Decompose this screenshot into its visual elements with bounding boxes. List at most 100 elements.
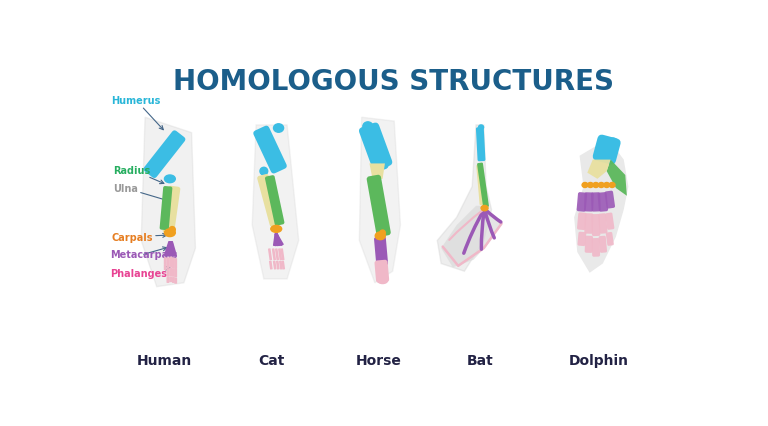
Polygon shape	[607, 160, 627, 196]
Ellipse shape	[271, 226, 282, 233]
FancyBboxPatch shape	[167, 268, 170, 277]
Text: Carpals: Carpals	[111, 232, 167, 242]
Text: Horse: Horse	[356, 353, 402, 367]
FancyBboxPatch shape	[476, 166, 484, 206]
Text: Humerus: Humerus	[111, 96, 164, 130]
Text: Dolphin: Dolphin	[569, 353, 629, 367]
Text: Cat: Cat	[258, 353, 285, 367]
FancyBboxPatch shape	[477, 163, 489, 208]
Ellipse shape	[478, 126, 484, 130]
FancyBboxPatch shape	[172, 268, 175, 277]
FancyBboxPatch shape	[273, 261, 276, 270]
FancyBboxPatch shape	[374, 237, 388, 267]
Ellipse shape	[588, 183, 594, 188]
FancyBboxPatch shape	[167, 258, 170, 268]
Polygon shape	[588, 160, 611, 179]
FancyBboxPatch shape	[275, 233, 278, 247]
FancyBboxPatch shape	[275, 234, 284, 246]
Ellipse shape	[598, 183, 604, 188]
Polygon shape	[252, 126, 299, 279]
FancyBboxPatch shape	[172, 258, 175, 268]
Polygon shape	[574, 139, 628, 273]
Polygon shape	[437, 126, 492, 272]
Ellipse shape	[164, 229, 175, 237]
FancyBboxPatch shape	[275, 234, 283, 247]
Ellipse shape	[481, 206, 488, 211]
Ellipse shape	[609, 183, 615, 188]
Text: Human: Human	[137, 353, 192, 367]
Polygon shape	[141, 118, 195, 287]
FancyBboxPatch shape	[174, 278, 177, 284]
FancyBboxPatch shape	[577, 193, 588, 212]
Ellipse shape	[378, 278, 388, 284]
FancyBboxPatch shape	[160, 187, 172, 230]
FancyBboxPatch shape	[169, 257, 172, 268]
FancyBboxPatch shape	[606, 232, 614, 246]
FancyBboxPatch shape	[275, 233, 280, 247]
FancyBboxPatch shape	[598, 193, 608, 212]
FancyBboxPatch shape	[265, 176, 284, 226]
Ellipse shape	[169, 227, 175, 233]
FancyBboxPatch shape	[578, 232, 586, 247]
FancyBboxPatch shape	[169, 276, 172, 282]
FancyBboxPatch shape	[281, 261, 285, 270]
FancyBboxPatch shape	[253, 127, 286, 174]
FancyBboxPatch shape	[257, 175, 281, 227]
FancyBboxPatch shape	[598, 214, 607, 234]
FancyBboxPatch shape	[584, 214, 594, 234]
Text: Radius: Radius	[113, 165, 164, 184]
FancyBboxPatch shape	[375, 260, 389, 283]
Ellipse shape	[604, 183, 610, 188]
Polygon shape	[359, 118, 400, 283]
FancyBboxPatch shape	[172, 277, 175, 283]
Polygon shape	[441, 206, 502, 268]
FancyBboxPatch shape	[577, 213, 587, 230]
Polygon shape	[369, 164, 385, 179]
Ellipse shape	[608, 139, 617, 147]
Ellipse shape	[164, 176, 175, 183]
Text: Phalanges: Phalanges	[110, 267, 170, 278]
Ellipse shape	[260, 168, 268, 176]
FancyBboxPatch shape	[169, 268, 172, 276]
FancyBboxPatch shape	[359, 123, 392, 171]
FancyBboxPatch shape	[169, 242, 173, 257]
FancyBboxPatch shape	[275, 249, 279, 261]
Text: Bat: Bat	[466, 353, 493, 367]
FancyBboxPatch shape	[272, 249, 276, 261]
FancyBboxPatch shape	[273, 233, 278, 247]
FancyBboxPatch shape	[169, 242, 175, 257]
FancyBboxPatch shape	[166, 242, 172, 257]
FancyBboxPatch shape	[167, 277, 170, 283]
FancyBboxPatch shape	[591, 239, 600, 257]
FancyBboxPatch shape	[593, 135, 621, 165]
Text: Ulna: Ulna	[113, 184, 168, 202]
FancyBboxPatch shape	[598, 236, 607, 253]
Ellipse shape	[593, 183, 599, 188]
FancyBboxPatch shape	[269, 261, 273, 270]
Ellipse shape	[273, 124, 283, 133]
FancyBboxPatch shape	[170, 242, 177, 257]
FancyBboxPatch shape	[591, 214, 601, 236]
Ellipse shape	[376, 233, 386, 240]
FancyBboxPatch shape	[164, 242, 172, 257]
FancyBboxPatch shape	[584, 193, 594, 212]
Text: HOMOLOGOUS STRUCTURES: HOMOLOGOUS STRUCTURES	[173, 68, 614, 96]
Ellipse shape	[379, 162, 388, 170]
Ellipse shape	[362, 123, 373, 132]
FancyBboxPatch shape	[591, 193, 601, 212]
FancyBboxPatch shape	[279, 261, 283, 270]
FancyBboxPatch shape	[163, 186, 180, 234]
FancyBboxPatch shape	[174, 269, 177, 278]
FancyBboxPatch shape	[164, 258, 167, 265]
FancyBboxPatch shape	[278, 249, 282, 261]
FancyBboxPatch shape	[268, 249, 272, 261]
Text: Metacarpals: Metacarpals	[110, 248, 177, 260]
FancyBboxPatch shape	[164, 265, 167, 271]
FancyBboxPatch shape	[476, 128, 485, 162]
FancyBboxPatch shape	[144, 131, 185, 178]
FancyBboxPatch shape	[604, 191, 615, 209]
FancyBboxPatch shape	[276, 261, 280, 270]
Ellipse shape	[380, 230, 386, 236]
FancyBboxPatch shape	[605, 213, 614, 230]
FancyBboxPatch shape	[280, 249, 284, 261]
